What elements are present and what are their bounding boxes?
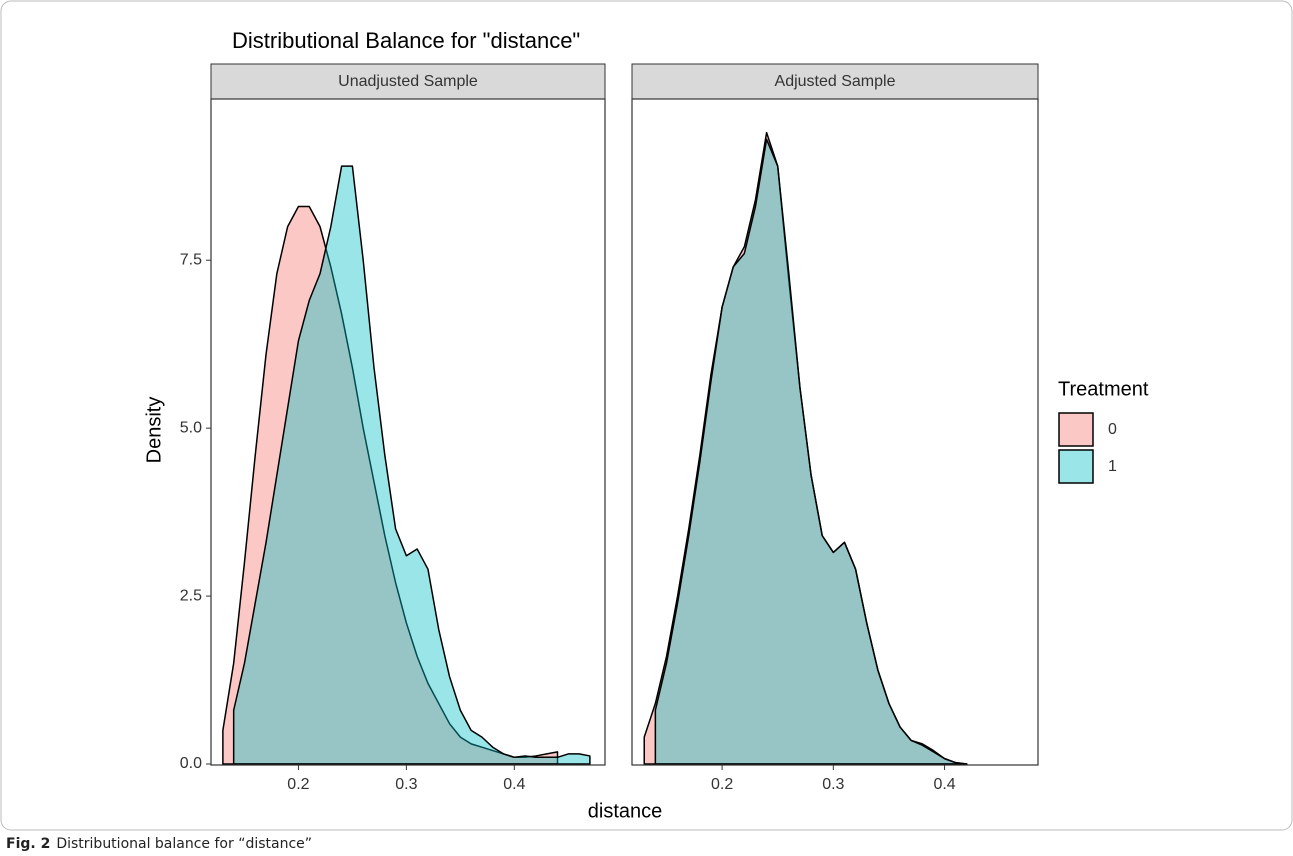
legend-key <box>1058 412 1094 447</box>
panel <box>632 99 1038 765</box>
panel-border <box>210 98 606 766</box>
legend-key <box>1058 449 1094 484</box>
caption-label: Fig. 2 <box>6 836 51 852</box>
x-tick-label: 0.2 <box>711 776 733 793</box>
legend-label: 1 <box>1108 458 1117 475</box>
x-tick-label: 0.4 <box>503 776 525 793</box>
panel-border <box>631 98 1039 766</box>
legend-swatch <box>1058 449 1094 484</box>
caption: Fig. 2 Distributional balance for “distan… <box>6 836 312 852</box>
x-tick-label: 0.3 <box>822 776 844 793</box>
chart-title: Distributional Balance for "distance" <box>232 28 580 53</box>
legend-swatch <box>1058 412 1094 447</box>
x-axis-label: distance <box>588 800 663 822</box>
y-tick-label: 2.5 <box>180 587 202 604</box>
x-tick-label: 0.3 <box>395 776 417 793</box>
y-tick-label: 5.0 <box>180 419 202 436</box>
panel <box>211 99 605 765</box>
legend-label: 0 <box>1108 421 1117 438</box>
x-tick-label: 0.2 <box>287 776 309 793</box>
legend-title: Treatment <box>1058 378 1149 400</box>
x-tick-label: 0.4 <box>933 776 955 793</box>
strip-label: Unadjusted Sample <box>338 73 478 90</box>
strip-label: Adjusted Sample <box>775 73 896 90</box>
figure-frame <box>0 0 1293 831</box>
y-axis-label: Density <box>143 397 165 464</box>
density-area <box>232 165 591 765</box>
y-tick-label: 7.5 <box>180 251 202 268</box>
y-tick-label: 0.0 <box>180 755 202 772</box>
caption-text: Distributional balance for “distance” <box>56 836 313 852</box>
density-area <box>654 138 968 765</box>
